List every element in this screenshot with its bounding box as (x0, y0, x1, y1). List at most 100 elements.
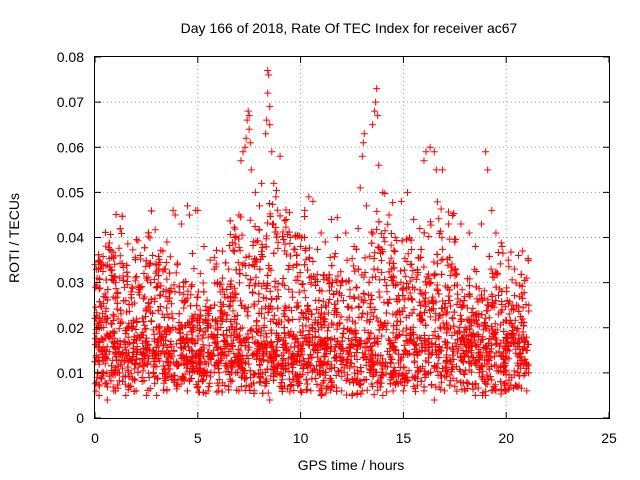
data-point (447, 366, 455, 374)
data-point (151, 294, 159, 302)
data-point (293, 260, 301, 268)
data-point (123, 268, 131, 276)
data-point (211, 316, 219, 324)
data-point (235, 235, 243, 243)
data-point (235, 279, 243, 287)
data-point (369, 372, 377, 380)
data-point (299, 371, 307, 379)
data-point (401, 346, 409, 354)
data-point (155, 324, 163, 332)
data-point (381, 238, 389, 246)
data-point (124, 363, 132, 371)
data-point (406, 349, 414, 357)
data-point (380, 234, 388, 242)
data-point (515, 307, 523, 315)
data-point (501, 380, 509, 388)
data-point (505, 263, 513, 271)
data-point (348, 391, 356, 399)
data-point (201, 328, 209, 336)
data-point (168, 310, 176, 318)
data-point (274, 360, 282, 368)
data-point (241, 303, 249, 311)
data-point (420, 263, 428, 271)
data-point (420, 229, 428, 237)
data-point (524, 255, 532, 263)
data-point (320, 346, 328, 354)
data-point (395, 369, 403, 377)
data-point (296, 268, 304, 276)
data-point (368, 228, 376, 236)
data-point (498, 287, 506, 295)
data-point (129, 246, 137, 254)
data-point (184, 387, 192, 395)
data-point (324, 344, 332, 352)
data-point (325, 287, 333, 295)
data-point (112, 387, 120, 395)
data-point (367, 329, 375, 337)
data-point (488, 323, 496, 331)
data-point (336, 282, 344, 290)
data-point (492, 387, 500, 395)
data-point (226, 217, 234, 225)
data-point (190, 364, 198, 372)
data-point (344, 335, 352, 343)
data-point (196, 270, 204, 278)
data-point (407, 326, 415, 334)
data-point (421, 374, 429, 382)
data-point (429, 305, 437, 313)
data-point (262, 130, 270, 138)
data-point (340, 324, 348, 332)
data-point (317, 229, 325, 237)
data-point (328, 262, 336, 270)
data-point (136, 252, 144, 260)
data-point (95, 382, 103, 390)
data-point (484, 355, 492, 363)
data-point (105, 333, 113, 341)
data-point (155, 265, 163, 273)
data-point (389, 329, 397, 337)
data-point (139, 318, 147, 326)
data-point (260, 294, 268, 302)
data-point (107, 369, 115, 377)
data-point (406, 261, 414, 269)
data-point (463, 316, 471, 324)
data-point (287, 353, 295, 361)
data-point (102, 276, 110, 284)
data-point (311, 333, 319, 341)
data-point (201, 358, 209, 366)
data-point (181, 298, 189, 306)
data-point (144, 386, 152, 394)
data-point (262, 235, 270, 243)
data-point (491, 320, 499, 328)
data-point (185, 358, 193, 366)
data-point (324, 299, 332, 307)
data-point (417, 245, 425, 253)
data-point (515, 252, 523, 260)
data-point (290, 354, 298, 362)
data-point (390, 246, 398, 254)
data-point (502, 387, 510, 395)
data-point (120, 338, 128, 346)
data-point (233, 352, 241, 360)
y-tick-label: 0.01 (57, 365, 84, 381)
data-point (185, 343, 193, 351)
data-point (255, 309, 263, 317)
data-point (226, 241, 234, 249)
data-point (259, 253, 267, 261)
data-point (338, 372, 346, 380)
data-point (334, 367, 342, 375)
data-point (178, 336, 186, 344)
data-point (225, 382, 233, 390)
data-point (389, 199, 397, 207)
data-point (328, 278, 336, 286)
data-point (294, 273, 302, 281)
data-point (333, 310, 341, 318)
data-point (307, 351, 315, 359)
data-point (199, 389, 207, 397)
data-point (113, 356, 121, 364)
data-point (374, 266, 382, 274)
data-point (102, 319, 110, 327)
data-point (403, 235, 411, 243)
data-point (473, 310, 481, 318)
data-point (214, 387, 222, 395)
